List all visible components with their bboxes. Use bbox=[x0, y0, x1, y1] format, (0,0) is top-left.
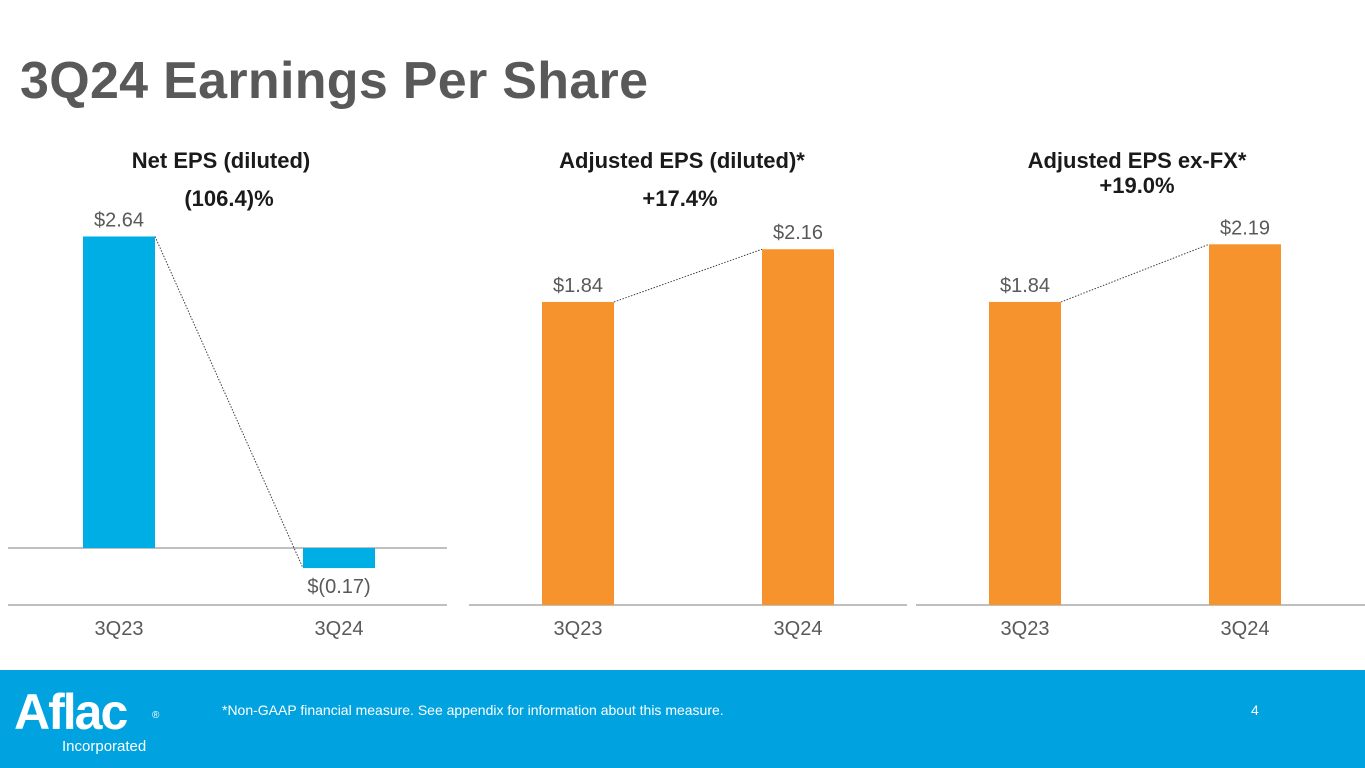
aflac-logo: Aflac ® Incorporated bbox=[14, 684, 164, 755]
bar-3q24 bbox=[1209, 244, 1281, 605]
value-label: $(0.17) bbox=[307, 576, 370, 598]
bar-3q24 bbox=[303, 548, 375, 569]
category-label: 3Q23 bbox=[1001, 618, 1050, 640]
chart-change-label: +19.0% bbox=[1099, 173, 1174, 198]
footnote: *Non-GAAP financial measure. See appendi… bbox=[222, 702, 724, 718]
bar-3q23 bbox=[989, 301, 1061, 605]
category-label: 3Q24 bbox=[774, 618, 823, 640]
page-title: 3Q24 Earnings Per Share bbox=[20, 52, 649, 110]
connector-line bbox=[154, 236, 304, 569]
bar-3q24 bbox=[762, 249, 834, 606]
bar-3q23 bbox=[542, 301, 614, 605]
charts-area: Net EPS (diluted) (106.4)% $2.64 3Q23 $(0.17… bbox=[8, 148, 1365, 640]
logo-registered-mark: ® bbox=[152, 710, 160, 721]
logo-wordmark: Aflac bbox=[14, 684, 128, 740]
connector-line bbox=[1060, 243, 1210, 303]
chart-title: Adjusted EPS ex-FX* bbox=[1028, 148, 1247, 173]
category-label: 3Q24 bbox=[1221, 618, 1270, 640]
chart-change-label: +17.4% bbox=[642, 186, 717, 211]
value-label: $2.64 bbox=[94, 209, 144, 231]
chart-title: Net EPS (diluted) bbox=[132, 148, 310, 173]
value-label: $2.19 bbox=[1220, 217, 1270, 239]
chart-title: Adjusted EPS (diluted)* bbox=[559, 148, 805, 173]
category-label: 3Q24 bbox=[315, 618, 364, 640]
value-label: $1.84 bbox=[553, 275, 603, 297]
bar-3q23 bbox=[83, 236, 155, 549]
value-label: $1.84 bbox=[1000, 275, 1050, 297]
category-label: 3Q23 bbox=[554, 618, 603, 640]
category-label: 3Q23 bbox=[95, 618, 144, 640]
logo-subtext: Incorporated bbox=[62, 738, 147, 755]
chart-change-label: (106.4)% bbox=[184, 186, 273, 211]
connector-line bbox=[613, 248, 763, 303]
footer-bar: Aflac ® Incorporated *Non-GAAP financial… bbox=[0, 670, 1365, 768]
value-label: $2.16 bbox=[773, 222, 823, 244]
page-number: 4 bbox=[1251, 702, 1259, 718]
